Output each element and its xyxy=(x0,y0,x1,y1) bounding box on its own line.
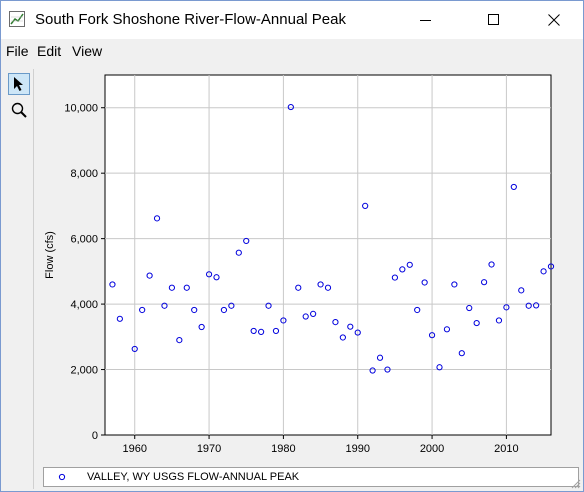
flow-scatter-chart[interactable]: 1960 1970 1980 1990 2000 2010 0 2,000 4,000 6,000… xyxy=(37,69,583,463)
y-tick-label: 6,000 xyxy=(70,234,98,246)
data-point[interactable] xyxy=(428,332,436,339)
data-point[interactable] xyxy=(272,327,280,335)
data-point[interactable] xyxy=(146,272,153,279)
data-point[interactable] xyxy=(369,367,376,374)
data-point[interactable] xyxy=(488,261,495,268)
minimize-icon xyxy=(420,20,431,21)
x-tick-label: 1960 xyxy=(122,443,146,455)
data-point[interactable] xyxy=(518,287,525,294)
menu-bar: File Edit View xyxy=(1,41,583,63)
data-point[interactable] xyxy=(243,237,250,245)
data-point[interactable] xyxy=(310,310,317,318)
data-point[interactable] xyxy=(510,183,517,191)
data-point[interactable] xyxy=(161,302,168,309)
zoom-magnifier-icon xyxy=(11,102,27,118)
plot-area[interactable] xyxy=(104,74,552,436)
data-point[interactable] xyxy=(540,268,547,275)
data-point[interactable] xyxy=(391,274,398,281)
maximize-icon xyxy=(488,14,499,25)
data-point[interactable] xyxy=(466,304,473,312)
data-point[interactable] xyxy=(406,261,413,268)
data-point[interactable] xyxy=(473,319,480,327)
data-point[interactable] xyxy=(191,306,198,314)
menu-edit[interactable]: Edit xyxy=(37,43,62,59)
chart-legend: VALLEY, WY USGS FLOW-ANNUAL PEAK xyxy=(43,467,579,487)
x-tick-label: 1980 xyxy=(271,443,295,455)
data-point[interactable] xyxy=(139,306,146,314)
data-point[interactable] xyxy=(362,202,369,210)
data-point[interactable] xyxy=(414,306,421,314)
data-point[interactable] xyxy=(376,354,384,361)
maximize-button[interactable] xyxy=(471,1,517,39)
minimize-button[interactable] xyxy=(403,1,449,39)
menu-file[interactable]: File xyxy=(6,43,29,59)
zoom-tool-button[interactable] xyxy=(8,99,30,121)
data-point[interactable] xyxy=(339,334,346,341)
data-point[interactable] xyxy=(213,274,220,281)
select-pointer-icon xyxy=(14,77,23,91)
window-title: South Fork Shoshone River-Flow-Annual Pe… xyxy=(35,11,346,28)
data-point[interactable] xyxy=(258,328,265,336)
menu-view[interactable]: View xyxy=(72,43,103,59)
x-tick-label: 1990 xyxy=(345,443,369,455)
data-point[interactable] xyxy=(168,284,175,291)
x-tick-label: 1970 xyxy=(197,443,221,455)
legend-marker-icon xyxy=(58,473,66,481)
data-point[interactable] xyxy=(250,327,257,335)
data-point[interactable] xyxy=(399,266,406,273)
chart-app-icon xyxy=(9,11,25,27)
data-point[interactable] xyxy=(354,329,361,336)
y-tick-label: 0 xyxy=(92,430,98,442)
data-point[interactable] xyxy=(503,304,510,311)
data-point[interactable] xyxy=(228,302,235,309)
y-tick-label: 4,000 xyxy=(70,299,98,311)
data-point[interactable] xyxy=(131,345,138,353)
data-point[interactable] xyxy=(280,317,287,324)
y-tick-label: 2,000 xyxy=(70,365,98,377)
data-point[interactable] xyxy=(176,336,183,344)
data-point[interactable] xyxy=(443,326,451,333)
resize-grip-icon[interactable] xyxy=(571,479,581,489)
title-bar[interactable]: South Fork Shoshone River-Flow-Annual Pe… xyxy=(1,1,583,39)
data-point[interactable] xyxy=(384,366,391,373)
y-tick-label: 8,000 xyxy=(70,168,98,180)
data-point[interactable] xyxy=(205,271,213,278)
data-point[interactable] xyxy=(317,281,324,288)
x-tick-label: 2010 xyxy=(494,443,518,455)
y-axis-label: Flow (cfs) xyxy=(44,231,56,279)
data-point[interactable] xyxy=(183,284,190,291)
legend-series-label: VALLEY, WY USGS FLOW-ANNUAL PEAK xyxy=(87,471,300,483)
data-point[interactable] xyxy=(153,215,161,222)
data-point[interactable] xyxy=(481,279,488,286)
plot-toolbar xyxy=(6,69,34,489)
data-point[interactable] xyxy=(436,364,443,371)
data-point[interactable] xyxy=(116,315,123,322)
data-point[interactable] xyxy=(302,313,309,320)
close-icon xyxy=(548,14,560,26)
data-point[interactable] xyxy=(332,318,339,326)
data-point[interactable] xyxy=(198,323,205,331)
data-point[interactable] xyxy=(495,317,503,324)
data-point[interactable] xyxy=(109,281,116,288)
select-tool-button[interactable] xyxy=(8,73,30,95)
data-point[interactable] xyxy=(525,302,532,309)
data-point[interactable] xyxy=(265,302,272,309)
data-point[interactable] xyxy=(287,103,294,111)
y-tick-label: 10,000 xyxy=(64,103,98,115)
data-point[interactable] xyxy=(533,302,540,309)
data-point[interactable] xyxy=(324,284,332,291)
data-point[interactable] xyxy=(547,263,555,270)
data-point[interactable] xyxy=(295,284,302,291)
data-point[interactable] xyxy=(235,249,242,256)
chart-svg: 1960 1970 1980 1990 2000 2010 0 2,000 4,000 6,000… xyxy=(44,74,555,455)
data-point[interactable] xyxy=(451,281,458,288)
data-point[interactable] xyxy=(347,323,354,330)
data-point[interactable] xyxy=(421,279,428,286)
close-button[interactable] xyxy=(531,1,577,39)
data-point[interactable] xyxy=(458,350,465,357)
x-tick-label: 2000 xyxy=(420,443,444,455)
data-point[interactable] xyxy=(220,306,228,314)
